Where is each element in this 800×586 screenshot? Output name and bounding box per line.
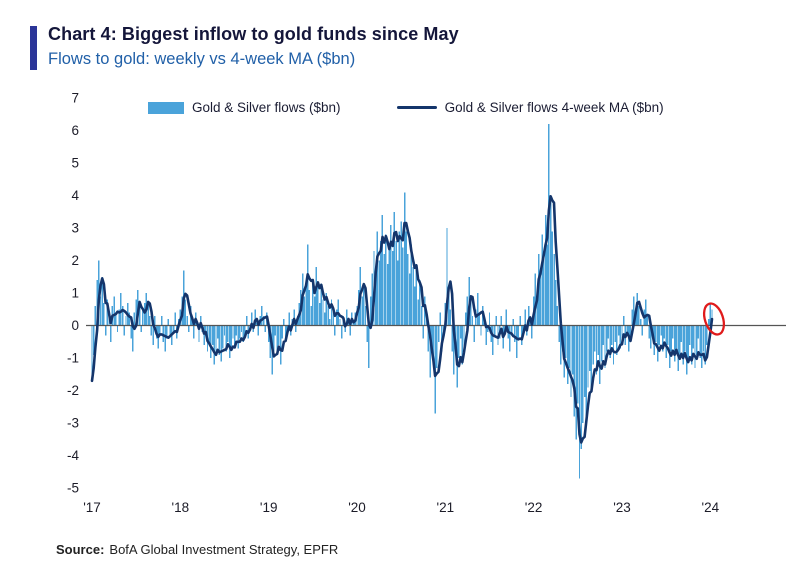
- legend-item-bars: Gold & Silver flows ($bn): [148, 100, 341, 115]
- source-note: Source: BofA Global Investment Strategy, …: [56, 542, 800, 557]
- red-circle-annotation: [702, 302, 726, 336]
- svg-text:'22: '22: [525, 500, 543, 515]
- chart-title: Chart 4: Biggest inflow to gold funds si…: [48, 24, 459, 44]
- svg-text:0: 0: [71, 318, 79, 333]
- svg-text:'21: '21: [437, 500, 455, 515]
- source-label: Source:: [56, 542, 105, 557]
- svg-text:7: 7: [71, 91, 79, 106]
- source-text: BofA Global Investment Strategy, EPFR: [109, 542, 339, 557]
- svg-text:'23: '23: [613, 500, 631, 515]
- svg-text:5: 5: [71, 156, 79, 171]
- chart-area: Gold & Silver flows ($bn) Gold & Silver …: [40, 86, 800, 536]
- svg-text:-5: -5: [67, 481, 79, 496]
- svg-text:-3: -3: [67, 416, 79, 431]
- svg-text:'17: '17: [83, 500, 101, 515]
- legend-bar-label: Gold & Silver flows ($bn): [192, 100, 341, 115]
- chart-header: Chart 4: Biggest inflow to gold funds si…: [30, 24, 800, 70]
- legend-bar-swatch-icon: [148, 101, 184, 114]
- svg-text:'19: '19: [260, 500, 278, 515]
- svg-text:1: 1: [71, 286, 79, 301]
- chart-legend: Gold & Silver flows ($bn) Gold & Silver …: [148, 100, 664, 115]
- svg-text:4: 4: [71, 188, 79, 203]
- gold-flows-chart: 7 6 5 4 3 2 1 0 -1 -2 -3 -4 -5 '17 '18 '19 '20 '21 '22 '23 '…: [67, 91, 786, 515]
- svg-text:'24: '24: [702, 500, 720, 515]
- svg-text:-2: -2: [67, 383, 79, 398]
- svg-text:6: 6: [71, 123, 79, 138]
- title-block: Chart 4: Biggest inflow to gold funds si…: [48, 24, 459, 69]
- svg-text:-1: -1: [67, 351, 79, 366]
- svg-text:2: 2: [71, 253, 79, 268]
- title-accent-bar: [30, 26, 37, 70]
- svg-text:-4: -4: [67, 448, 79, 463]
- svg-text:3: 3: [71, 221, 79, 236]
- svg-text:'18: '18: [172, 500, 190, 515]
- legend-line-swatch-icon: [396, 105, 437, 110]
- chart-subtitle: Flows to gold: weekly vs 4-week MA ($bn): [48, 50, 356, 68]
- svg-text:'20: '20: [348, 500, 366, 515]
- legend-item-line: Gold & Silver flows 4-week MA ($bn): [396, 100, 664, 115]
- legend-line-label: Gold & Silver flows 4-week MA ($bn): [444, 100, 664, 115]
